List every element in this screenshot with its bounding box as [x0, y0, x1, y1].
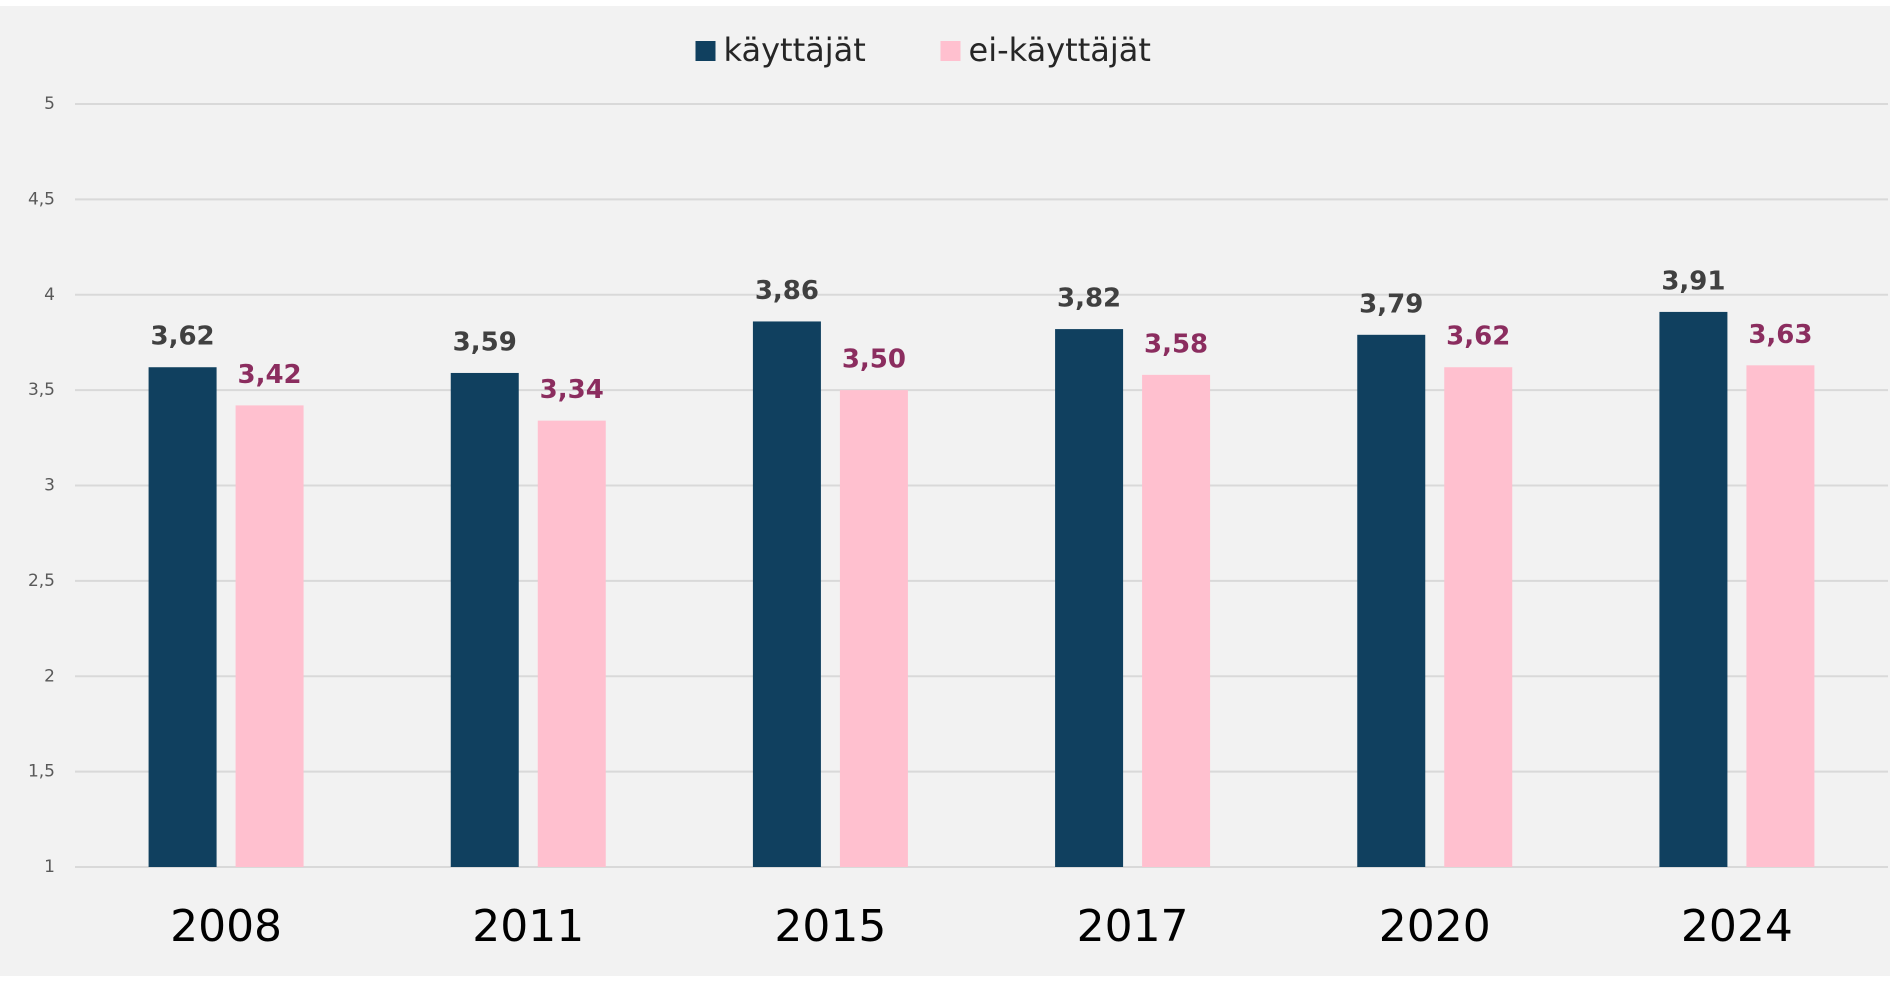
chart-background — [0, 6, 1890, 976]
bar — [148, 367, 217, 867]
data-label: 3,91 — [1661, 266, 1725, 296]
bar — [1746, 365, 1815, 867]
y-tick-label: 3 — [44, 476, 55, 496]
data-label: 3,58 — [1144, 329, 1208, 359]
bar — [537, 420, 606, 867]
y-tick-label: 2,5 — [28, 571, 55, 591]
data-label: 3,62 — [151, 322, 215, 352]
y-tick-label: 2 — [44, 666, 55, 686]
data-label: 3,50 — [842, 345, 906, 375]
y-tick-label: 1 — [44, 857, 55, 877]
x-tick-label: 2024 — [1681, 901, 1793, 952]
legend-swatch — [940, 41, 961, 61]
bar — [235, 405, 304, 867]
bar — [1444, 367, 1513, 867]
legend-swatch — [695, 41, 716, 61]
bar — [1055, 329, 1124, 868]
x-tick-label: 2011 — [472, 901, 584, 952]
bar — [450, 372, 519, 867]
data-label: 3,63 — [1748, 320, 1812, 350]
data-label: 3,82 — [1057, 284, 1121, 314]
y-tick-label: 5 — [44, 94, 55, 114]
data-label: 3,62 — [1446, 322, 1510, 352]
data-label: 3,79 — [1359, 289, 1423, 319]
data-label: 3,34 — [540, 375, 604, 405]
y-tick-label: 1,5 — [28, 762, 55, 782]
x-tick-label: 2020 — [1379, 901, 1491, 952]
bar — [1142, 374, 1211, 867]
x-tick-label: 2008 — [170, 901, 282, 952]
x-tick-label: 2015 — [774, 901, 886, 952]
x-tick-label: 2017 — [1077, 901, 1189, 952]
legend-label: käyttäjät — [724, 31, 866, 69]
y-tick-label: 4,5 — [28, 189, 55, 209]
bar — [839, 390, 908, 867]
bar — [1357, 334, 1426, 867]
data-label: 3,59 — [453, 327, 517, 357]
bar — [752, 321, 821, 868]
data-label: 3,86 — [755, 276, 819, 306]
bar — [1659, 311, 1728, 868]
data-label: 3,42 — [238, 360, 302, 390]
y-tick-label: 3,5 — [28, 380, 55, 400]
y-tick-label: 4 — [44, 285, 55, 305]
legend-label: ei-käyttäjät — [969, 31, 1151, 69]
